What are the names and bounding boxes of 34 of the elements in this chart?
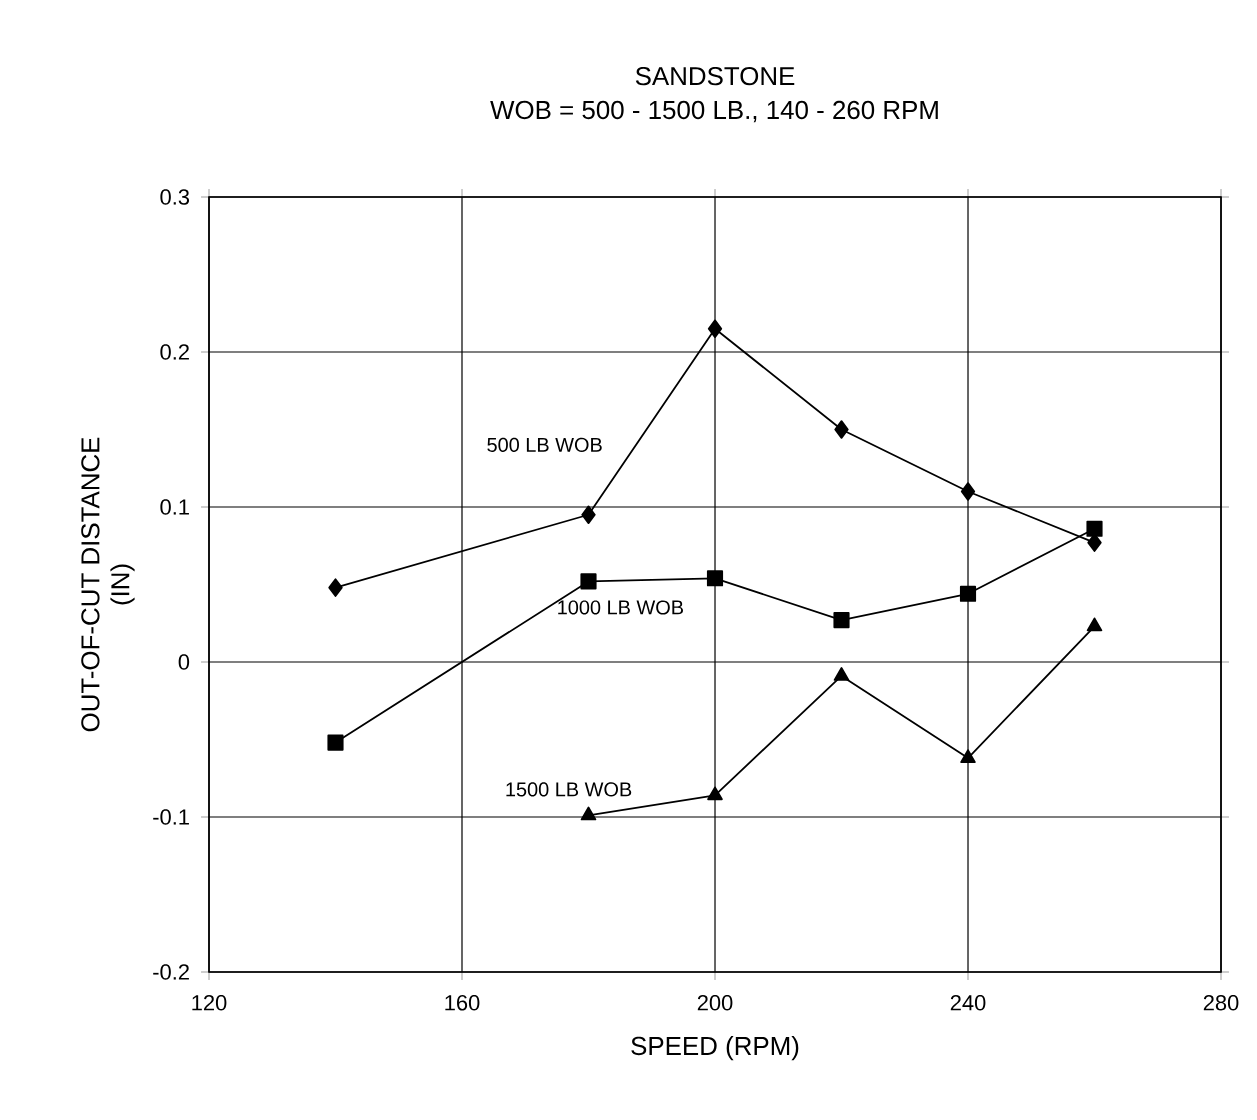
point (833, 612, 850, 629)
x-tick-label: 200 (697, 995, 733, 1011)
y-tick-label: 0.2 (160, 344, 189, 360)
x-tick-label: 120 (192, 995, 227, 1011)
point (834, 420, 849, 439)
series-label: 1500 LB WOB (506, 782, 632, 797)
point (580, 573, 597, 590)
point (328, 578, 343, 597)
x-axis-title: SPEED (RPM) (631, 1036, 799, 1061)
y-tick-label: 0.3 (160, 189, 190, 205)
point (707, 319, 723, 339)
x-tick-label: 240 (950, 995, 986, 1011)
point (327, 734, 344, 751)
point (706, 570, 724, 587)
series-label: 500 LB WOB (487, 437, 602, 452)
y-tick-label: 0.1 (160, 499, 189, 515)
x-tick-label: 280 (1203, 995, 1239, 1011)
y-tick-label: -0.2 (153, 964, 189, 980)
series-label: 1000 LB WOB (558, 600, 683, 615)
y-tick-label: -0.1 (153, 809, 189, 825)
chart-title: SANDSTONE (635, 66, 795, 86)
point (581, 505, 596, 525)
y-axis-title: OUT-OF-CUT DISTANCE (IN) (81, 437, 135, 732)
x-tick-label: 160 (445, 995, 480, 1011)
point (1086, 520, 1103, 537)
point (1086, 617, 1103, 632)
point (833, 667, 850, 681)
point (960, 749, 976, 763)
y-tick-label: 0 (178, 654, 190, 670)
point (959, 585, 977, 602)
point (960, 482, 976, 501)
point (707, 786, 723, 801)
point (580, 806, 597, 821)
chart-subtitle: WOB = 500 - 1500 LB., 140 - 260 RPM (490, 100, 938, 123)
